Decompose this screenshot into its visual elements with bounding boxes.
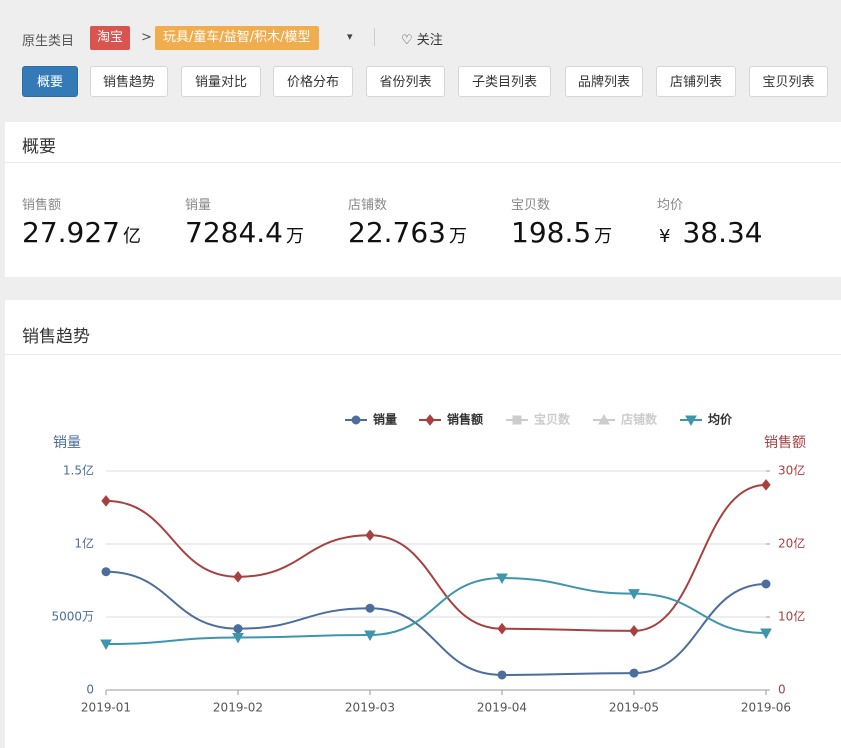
point (496, 573, 508, 585)
series-line (105, 570, 767, 676)
follow-button[interactable]: ♡ 关注 (401, 33, 443, 48)
breadcrumb-label: 原生类目 (22, 34, 75, 49)
tab[interactable]: 宝贝列表 (749, 66, 828, 97)
stat-value: ¥38.34 (657, 216, 763, 249)
legend-label: 宝贝数 (534, 412, 571, 427)
tab[interactable]: 品牌列表 (565, 66, 643, 97)
y2-tick-label: 0 (778, 683, 786, 697)
legend-label: 销售额 (447, 412, 483, 427)
point (760, 628, 772, 640)
overview-title: 概要 (22, 137, 56, 157)
dropdown-icon[interactable]: ▾ (347, 30, 353, 43)
y2-axis-title: 销售额 (764, 435, 806, 451)
stat-unit: 万 (285, 226, 304, 247)
legend-symbol (598, 413, 610, 425)
point (761, 479, 771, 491)
point (100, 639, 112, 651)
trend-card: 销售趋势 (5, 300, 841, 748)
y2-tick-label: 20亿 (778, 536, 805, 551)
tab[interactable]: 店铺列表 (656, 66, 736, 97)
stat-unit: 亿 (122, 226, 141, 247)
x-tick-label: 2019-03 (345, 701, 395, 715)
point (761, 579, 771, 589)
stat-number: 27.927 (22, 216, 120, 249)
stat-number: 38.34 (682, 216, 763, 249)
point (233, 571, 243, 583)
y-tick-label: 1.5亿 (63, 463, 94, 478)
x-tick-label: 2019-01 (81, 701, 131, 715)
y2-tick-label: 10亿 (778, 609, 805, 624)
y-tick-label: 5000万 (51, 610, 94, 624)
stat-prefix: ¥ (659, 226, 671, 247)
overview-card: 概要 (5, 122, 841, 277)
tab[interactable]: 子类目列表 (458, 66, 551, 97)
series-line (105, 577, 767, 646)
legend-label: 店铺数 (621, 412, 658, 427)
stat-number: 22.763 (348, 216, 446, 249)
stat-value: 198.5 万 (511, 216, 612, 249)
point (232, 632, 244, 644)
point (101, 495, 111, 507)
tab[interactable]: 概要 (22, 66, 78, 97)
stat-label: 均价 (657, 198, 684, 213)
stat-value: 22.763 万 (348, 216, 467, 249)
legend-symbol (512, 415, 522, 425)
platform-tag[interactable]: 淘宝 (90, 26, 131, 50)
tab[interactable]: 省份列表 (366, 66, 445, 97)
stat-unit: 万 (594, 226, 613, 247)
point (497, 670, 507, 680)
point (233, 624, 243, 634)
stat-value: 7284.4 万 (185, 216, 304, 249)
x-tick-label: 2019-05 (609, 701, 659, 715)
point (365, 529, 375, 542)
legend-label: 均价 (708, 412, 733, 427)
divider (5, 354, 841, 355)
y-tick-label: 0 (86, 683, 94, 697)
divider (374, 28, 375, 46)
y-tick-label: 1亿 (74, 536, 94, 551)
stat-label: 店铺数 (348, 198, 388, 213)
y2-tick-label: 30亿 (778, 463, 805, 478)
tab[interactable]: 价格分布 (273, 66, 353, 97)
x-tick-label: 2019-04 (477, 701, 527, 715)
point (365, 603, 375, 613)
point (629, 668, 639, 678)
stat-label: 宝贝数 (511, 198, 551, 213)
legend-symbol (351, 415, 361, 425)
point (628, 589, 640, 600)
y-axis-title: 销量 (53, 435, 81, 451)
follow-text: 关注 (416, 33, 443, 48)
stat-number: 7284.4 (185, 216, 283, 249)
divider (5, 162, 841, 163)
series-line (105, 483, 767, 632)
point (497, 622, 507, 635)
stat-value: 27.927 亿 (22, 216, 141, 249)
separator: > (141, 30, 152, 45)
stat-number: 198.5 (511, 216, 592, 249)
stat-unit: 万 (448, 226, 467, 247)
legend-label: 销量 (373, 412, 397, 427)
x-tick-label: 2019-02 (213, 701, 263, 715)
category-tag[interactable]: 玩具/童车/益智/积木/模型 (155, 26, 319, 50)
tab[interactable]: 销售趋势 (90, 66, 168, 97)
point (629, 625, 639, 637)
legend-symbol (685, 415, 697, 427)
stat-label: 销量 (185, 198, 212, 213)
point (364, 630, 376, 641)
x-tick-label: 2019-06 (741, 701, 791, 715)
legend-symbol (425, 414, 435, 426)
tab[interactable]: 销量对比 (181, 66, 261, 97)
trend-title: 销售趋势 (22, 327, 90, 347)
stat-label: 销售额 (22, 198, 62, 213)
point (101, 567, 111, 577)
